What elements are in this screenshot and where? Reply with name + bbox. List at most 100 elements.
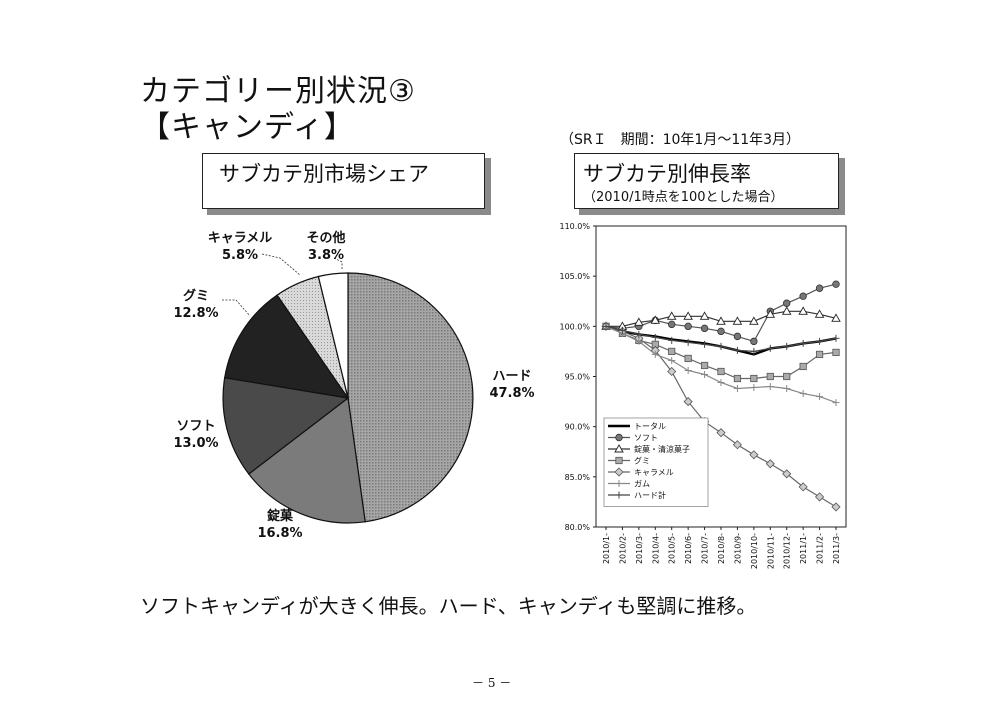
series-4-point	[782, 469, 792, 479]
series-5-point	[799, 390, 807, 398]
series-6-point	[717, 342, 725, 350]
legend-swatch-marker	[614, 444, 624, 453]
series-3-point	[684, 354, 692, 363]
pie-leader-3	[222, 299, 251, 317]
series-1-point	[750, 337, 758, 346]
series-6-point	[783, 342, 791, 350]
line-chart: 110.0% 105.0% 100.0% 95.0% 90.0% 85.0% 80.0% 2…	[559, 222, 847, 569]
series-5	[602, 322, 840, 407]
legend-label-6: ハード計	[634, 490, 666, 500]
x-tick-label: 2010/9-	[733, 533, 742, 564]
series-2-point	[666, 311, 677, 320]
series-4-point	[732, 440, 742, 450]
series-4-point	[749, 450, 759, 460]
x-tick-label: 2010/4-	[651, 533, 660, 564]
series-5-point	[701, 370, 709, 378]
series-3-point	[750, 374, 758, 383]
x-tick-label: 2010/1-	[602, 533, 611, 564]
series-5-point	[783, 385, 791, 393]
pie-slice-1	[247, 396, 366, 524]
x-tick-label: 2010/3-	[635, 533, 644, 564]
legend-label-2: 錠菓・清涼菓子	[634, 444, 690, 454]
series-6-point	[651, 333, 659, 341]
series-1-point	[832, 280, 840, 288]
series-1-point	[684, 322, 692, 331]
pie-label-5: その他	[306, 230, 345, 246]
page-subtitle: 【キャンディ】	[140, 110, 355, 145]
pie-value-label-3: 12.8%	[173, 306, 218, 321]
x-tick-label: 2011/3-	[832, 533, 841, 564]
series-5-point	[684, 366, 692, 374]
pie-value-label-1: 16.8%	[257, 526, 302, 541]
legend-swatch-marker	[614, 467, 624, 477]
series-2-point	[798, 306, 808, 315]
series-1-point	[783, 299, 791, 307]
series-1-point	[815, 284, 824, 292]
series-5-point	[733, 385, 741, 393]
series-6-point	[733, 346, 741, 354]
series-5-point	[635, 337, 643, 345]
series-4-point	[831, 502, 841, 512]
y-tick-label: 80.0%	[565, 523, 591, 532]
series-5-point	[717, 379, 725, 387]
x-tick-label: 2010/8-	[717, 533, 726, 564]
series-1-point	[733, 332, 742, 341]
pie-label-2: ソフト	[176, 419, 215, 434]
series-2-point	[732, 316, 743, 325]
series-4-point	[683, 397, 693, 407]
pie-slice-2	[222, 377, 350, 475]
x-tick-label: 2011/1-	[799, 533, 808, 564]
series-1-point	[700, 324, 709, 333]
series-6-point	[832, 334, 840, 342]
pie-label-1: 錠菓	[267, 508, 294, 524]
pie-leader-4	[261, 253, 301, 276]
series-6-point	[766, 344, 774, 352]
pie-value-label-5: 3.8%	[308, 248, 344, 263]
series-6-point	[602, 322, 610, 330]
series-6-point	[701, 340, 709, 348]
pie-chart-title: サブカテ別市場シェア	[219, 162, 429, 186]
series-5-point	[832, 399, 840, 407]
x-tick-label: 2010/10-	[750, 533, 759, 569]
series-1-point	[717, 327, 725, 336]
pie-value-label-0: 47.8%	[489, 386, 534, 401]
line-chart-title: サブカテ別伸長率	[583, 162, 751, 186]
pie-value-label-2: 13.0%	[173, 436, 218, 451]
legend-label-0: トータル	[634, 422, 666, 431]
legend-swatch-marker	[615, 480, 623, 487]
pie-leader-5	[333, 257, 343, 270]
series-2-point	[683, 311, 693, 320]
legend-label-1: ソフト	[634, 434, 658, 443]
series-4	[601, 321, 841, 512]
series-1-point	[799, 292, 807, 300]
series-2-point	[831, 313, 841, 322]
series-2-point	[716, 316, 726, 325]
y-tick-label: 95.0%	[565, 373, 591, 382]
page-title: カテゴリー別状況③	[140, 74, 416, 109]
series-4-point	[716, 428, 726, 438]
x-tick-label: 2010/12-	[783, 533, 792, 569]
series-2-point	[781, 306, 792, 315]
series-3-point	[815, 350, 824, 359]
series-2-point	[650, 315, 661, 324]
legend-label-3: グミ	[634, 456, 650, 466]
line-chart-subtitle: （2010/1時点を100とした場合）	[583, 190, 784, 205]
series-5-point	[750, 384, 758, 392]
series-6-point	[635, 330, 643, 338]
x-tick-label: 2010/5-	[668, 533, 677, 564]
line-title-box: サブカテ別伸長率 （2010/1時点を100とした場合）	[574, 153, 845, 215]
series-3-point	[783, 372, 791, 381]
pie-label-3: グミ	[183, 288, 209, 304]
y-tick-label: 85.0%	[565, 473, 591, 482]
series-6	[602, 322, 840, 355]
series-5-point	[668, 356, 676, 364]
x-tick-label: 2010/11-	[766, 533, 775, 569]
series-2-point	[749, 316, 759, 325]
page-number: － 5 －	[472, 676, 512, 690]
pie-label-0: ハード	[492, 369, 531, 384]
pie-title-box: サブカテ別市場シェア	[202, 153, 491, 215]
series-1-point	[668, 320, 676, 329]
series-4-point	[667, 366, 677, 377]
pie-label-4: キャラメル	[208, 231, 273, 246]
